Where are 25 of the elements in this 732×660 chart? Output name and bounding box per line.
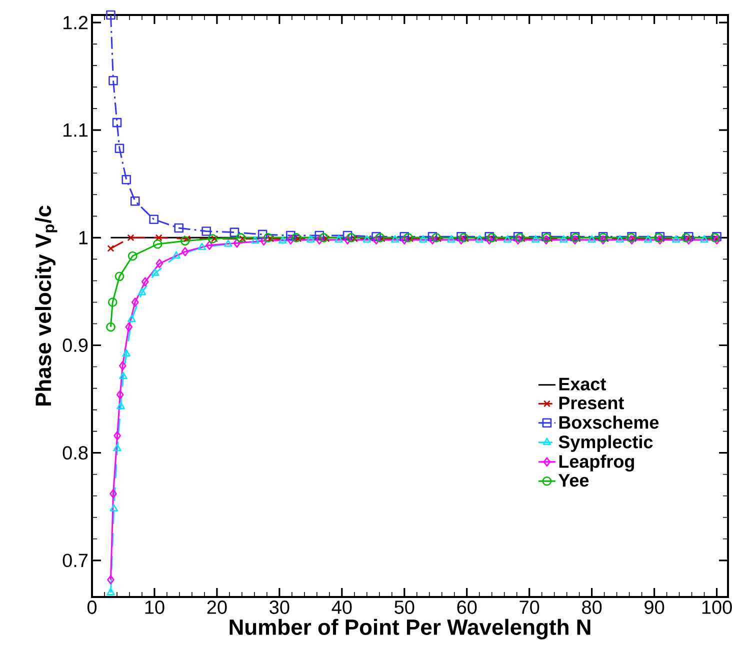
x-tick-label: 70 [520,600,540,614]
y-tick-label: 0.9 [62,338,88,352]
legend-label: Yee [558,474,589,487]
x-tick-label: 20 [207,600,227,614]
y-tick-label: 0.7 [62,554,88,568]
y-tick-label: 1.1 [64,124,88,137]
y-axis-title: Phase velocity V$_{p}$/c [34,206,58,406]
legend-label: Leapfrog [559,454,634,472]
x-axis-title: Number of Point Per Wavelength N [230,618,590,640]
y-tick-label: 1 [79,231,88,244]
x-tick-label: 0 [87,600,97,614]
legend-label: Exact [559,378,606,390]
x-tick-label: 50 [394,600,414,614]
x-tick-label: 30 [270,600,290,614]
legend-label: Boxscheme [559,416,659,429]
y-tick-label: 0.8 [62,446,88,460]
x-tick-label: 60 [457,600,477,614]
y-tick-label: 1.2 [64,16,88,30]
x-tick-label: 100 [702,600,732,614]
x-tick-label: 80 [582,600,602,614]
legend-label: Present [559,396,624,410]
legend-label: Symplectic [558,435,653,452]
x-tick-label: 40 [332,600,352,614]
x-tick-label: 10 [145,600,164,614]
x-tick-label: 90 [644,600,664,614]
